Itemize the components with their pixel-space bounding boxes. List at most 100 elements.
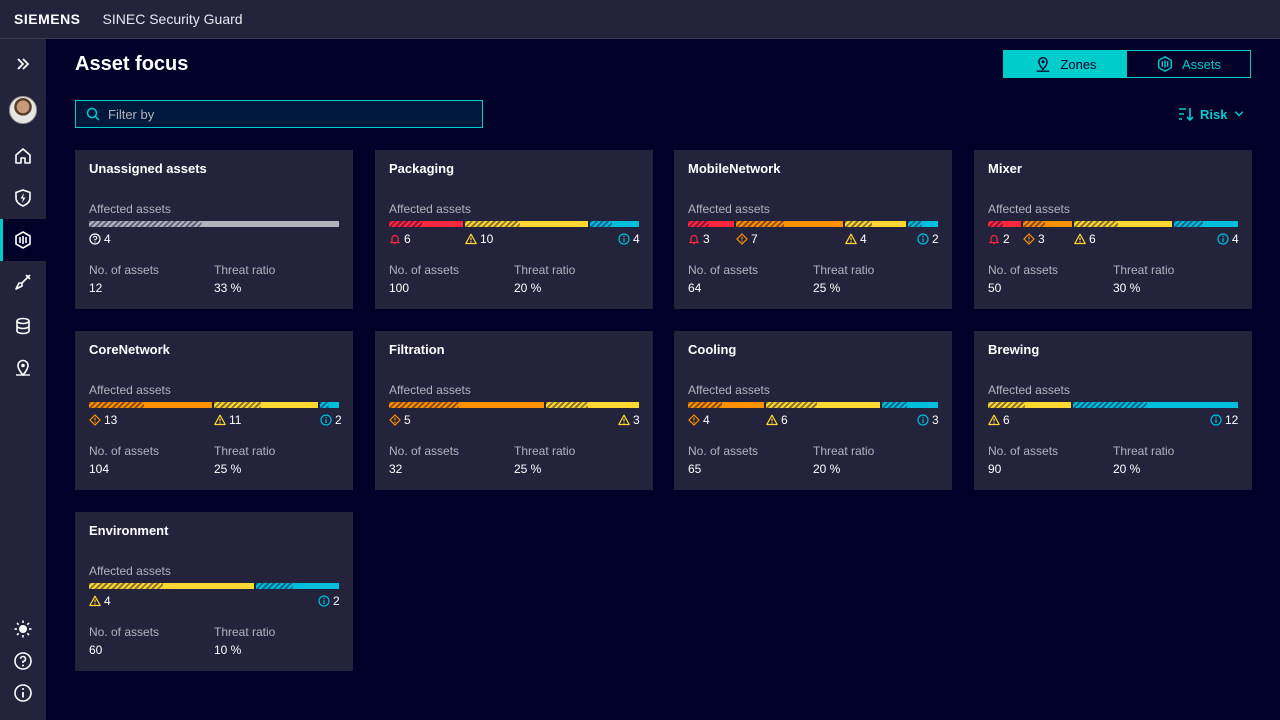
sidebar-item-asset-focus[interactable]: [0, 219, 46, 261]
threat-ratio-value: 20 %: [1113, 462, 1141, 476]
expand-sidebar-button[interactable]: [0, 43, 46, 85]
zone-card[interactable]: Filtration Affected assets 5 3 No. of assets…: [375, 331, 653, 490]
bar-segment-high: [688, 402, 764, 408]
zone-card[interactable]: Environment Affected assets 4 2 No. of asset…: [75, 512, 353, 671]
severity-count-medium: 4: [89, 594, 111, 608]
sidebar-item-database[interactable]: [0, 305, 46, 347]
bar-segment-low: [1174, 221, 1238, 227]
bar-segment-critical: [389, 221, 463, 227]
severity-count-value: 6: [404, 232, 411, 246]
threat-ratio-value: 25 %: [214, 462, 242, 476]
sidebar-item-probe[interactable]: [0, 261, 46, 303]
severity-count-low: 4: [1217, 232, 1239, 246]
no-of-assets-label: No. of assets: [89, 444, 160, 458]
bar-segment-medium: [89, 583, 254, 589]
theme-toggle-button[interactable]: [0, 608, 46, 650]
info-circle-icon: [1210, 414, 1222, 426]
assets-toggle-button[interactable]: Assets: [1127, 51, 1250, 77]
threat-ratio-label: Threat ratio: [214, 263, 276, 277]
bar-segment-low: [882, 402, 938, 408]
diamond-warning-icon: [736, 233, 748, 245]
zone-card[interactable]: Unassigned assets Affected assets 4 No. of …: [75, 150, 353, 309]
zone-card[interactable]: Mixer Affected assets 2 3 6 4 No. of assets Thr…: [974, 150, 1252, 309]
zone-card[interactable]: Brewing Affected assets 6 12 No. of assets Th…: [974, 331, 1252, 490]
affected-assets-label: Affected assets: [688, 383, 770, 397]
diamond-warning-icon: [389, 414, 401, 426]
bar-segment-medium: [546, 402, 639, 408]
zone-card-title: Cooling: [688, 342, 737, 357]
triangle-warning-icon: [1074, 233, 1086, 245]
bell-alarm-icon: [389, 233, 401, 245]
severity-count-low: 2: [318, 594, 340, 608]
affected-assets-bar: [89, 221, 339, 227]
bar-segment-high: [736, 221, 843, 227]
affected-assets-label: Affected assets: [89, 202, 171, 216]
help-icon: [14, 652, 32, 670]
zone-card[interactable]: MobileNetwork Affected assets 3 7 4 2 No. of a…: [674, 150, 952, 309]
zone-card[interactable]: Packaging Affected assets 6 10 4 No. of asset…: [375, 150, 653, 309]
filter-box: [75, 100, 483, 128]
triangle-warning-icon: [988, 414, 1000, 426]
zone-card[interactable]: CoreNetwork Affected assets 13 11 2 No. of as…: [75, 331, 353, 490]
affected-assets-label: Affected assets: [89, 564, 171, 578]
top-bar: SIEMENS SINEC Security Guard: [0, 0, 1280, 39]
zone-card-title: Brewing: [988, 342, 1040, 357]
zones-toggle-button[interactable]: Zones: [1004, 51, 1127, 77]
severity-count-value: 4: [703, 413, 710, 427]
bar-segment-low: [320, 402, 339, 408]
sidebar-item-threats[interactable]: [0, 177, 46, 219]
bar-segment-low: [908, 221, 938, 227]
no-of-assets-label: No. of assets: [688, 263, 759, 277]
severity-counts: 4 6 3: [688, 413, 939, 427]
affected-assets-bar: [89, 402, 339, 408]
triangle-warning-icon: [214, 414, 226, 426]
info-circle-icon: [618, 233, 630, 245]
affected-assets-label: Affected assets: [988, 383, 1070, 397]
bar-segment-critical: [988, 221, 1021, 227]
no-of-assets-value: 104: [89, 462, 110, 476]
no-of-assets-label: No. of assets: [988, 444, 1059, 458]
affected-assets-bar: [389, 221, 639, 227]
filter-input[interactable]: [108, 106, 468, 122]
sort-dropdown[interactable]: Risk: [1178, 104, 1245, 124]
info-button[interactable]: [0, 672, 46, 714]
no-of-assets-value: 64: [688, 281, 702, 295]
bar-segment-medium: [988, 402, 1071, 408]
severity-counts: 3 7 4 2: [688, 232, 939, 246]
help-button[interactable]: [0, 640, 46, 682]
affected-assets-label: Affected assets: [688, 202, 770, 216]
severity-count-medium: 4: [845, 232, 867, 246]
threat-ratio-label: Threat ratio: [813, 263, 875, 277]
page-title: Asset focus: [75, 53, 189, 75]
sidebar-item-zones[interactable]: [0, 347, 46, 389]
view-toggle: Zones Assets: [1003, 50, 1251, 78]
bell-alarm-icon: [688, 233, 700, 245]
no-of-assets-value: 32: [389, 462, 403, 476]
no-of-assets-label: No. of assets: [89, 625, 160, 639]
severity-count-high: 7: [736, 232, 758, 246]
severity-count-value: 5: [404, 413, 411, 427]
probe-icon: [15, 274, 31, 290]
shield-lightning-icon: [15, 189, 31, 207]
no-of-assets-value: 100: [389, 281, 410, 295]
avatar[interactable]: [9, 96, 37, 124]
sort-label: Risk: [1200, 106, 1228, 122]
zone-card[interactable]: Cooling Affected assets 4 6 3 No. of assets Th…: [674, 331, 952, 490]
severity-count-value: 2: [1003, 232, 1010, 246]
asset-focus-icon: [15, 231, 31, 249]
no-of-assets-label: No. of assets: [389, 263, 460, 277]
info-circle-icon: [320, 414, 332, 426]
no-of-assets-label: No. of assets: [688, 444, 759, 458]
affected-assets-bar: [688, 402, 938, 408]
severity-count-unknown: 4: [89, 232, 111, 246]
no-of-assets-value: 12: [89, 281, 103, 295]
sidebar-item-home[interactable]: [0, 135, 46, 177]
no-of-assets-label: No. of assets: [988, 263, 1059, 277]
bar-segment-high: [389, 402, 544, 408]
diamond-warning-icon: [688, 414, 700, 426]
info-circle-icon: [1217, 233, 1229, 245]
severity-count-high: 5: [389, 413, 411, 427]
info-circle-icon: [917, 414, 929, 426]
severity-count-value: 2: [335, 413, 342, 427]
severity-count-low: 2: [320, 413, 342, 427]
